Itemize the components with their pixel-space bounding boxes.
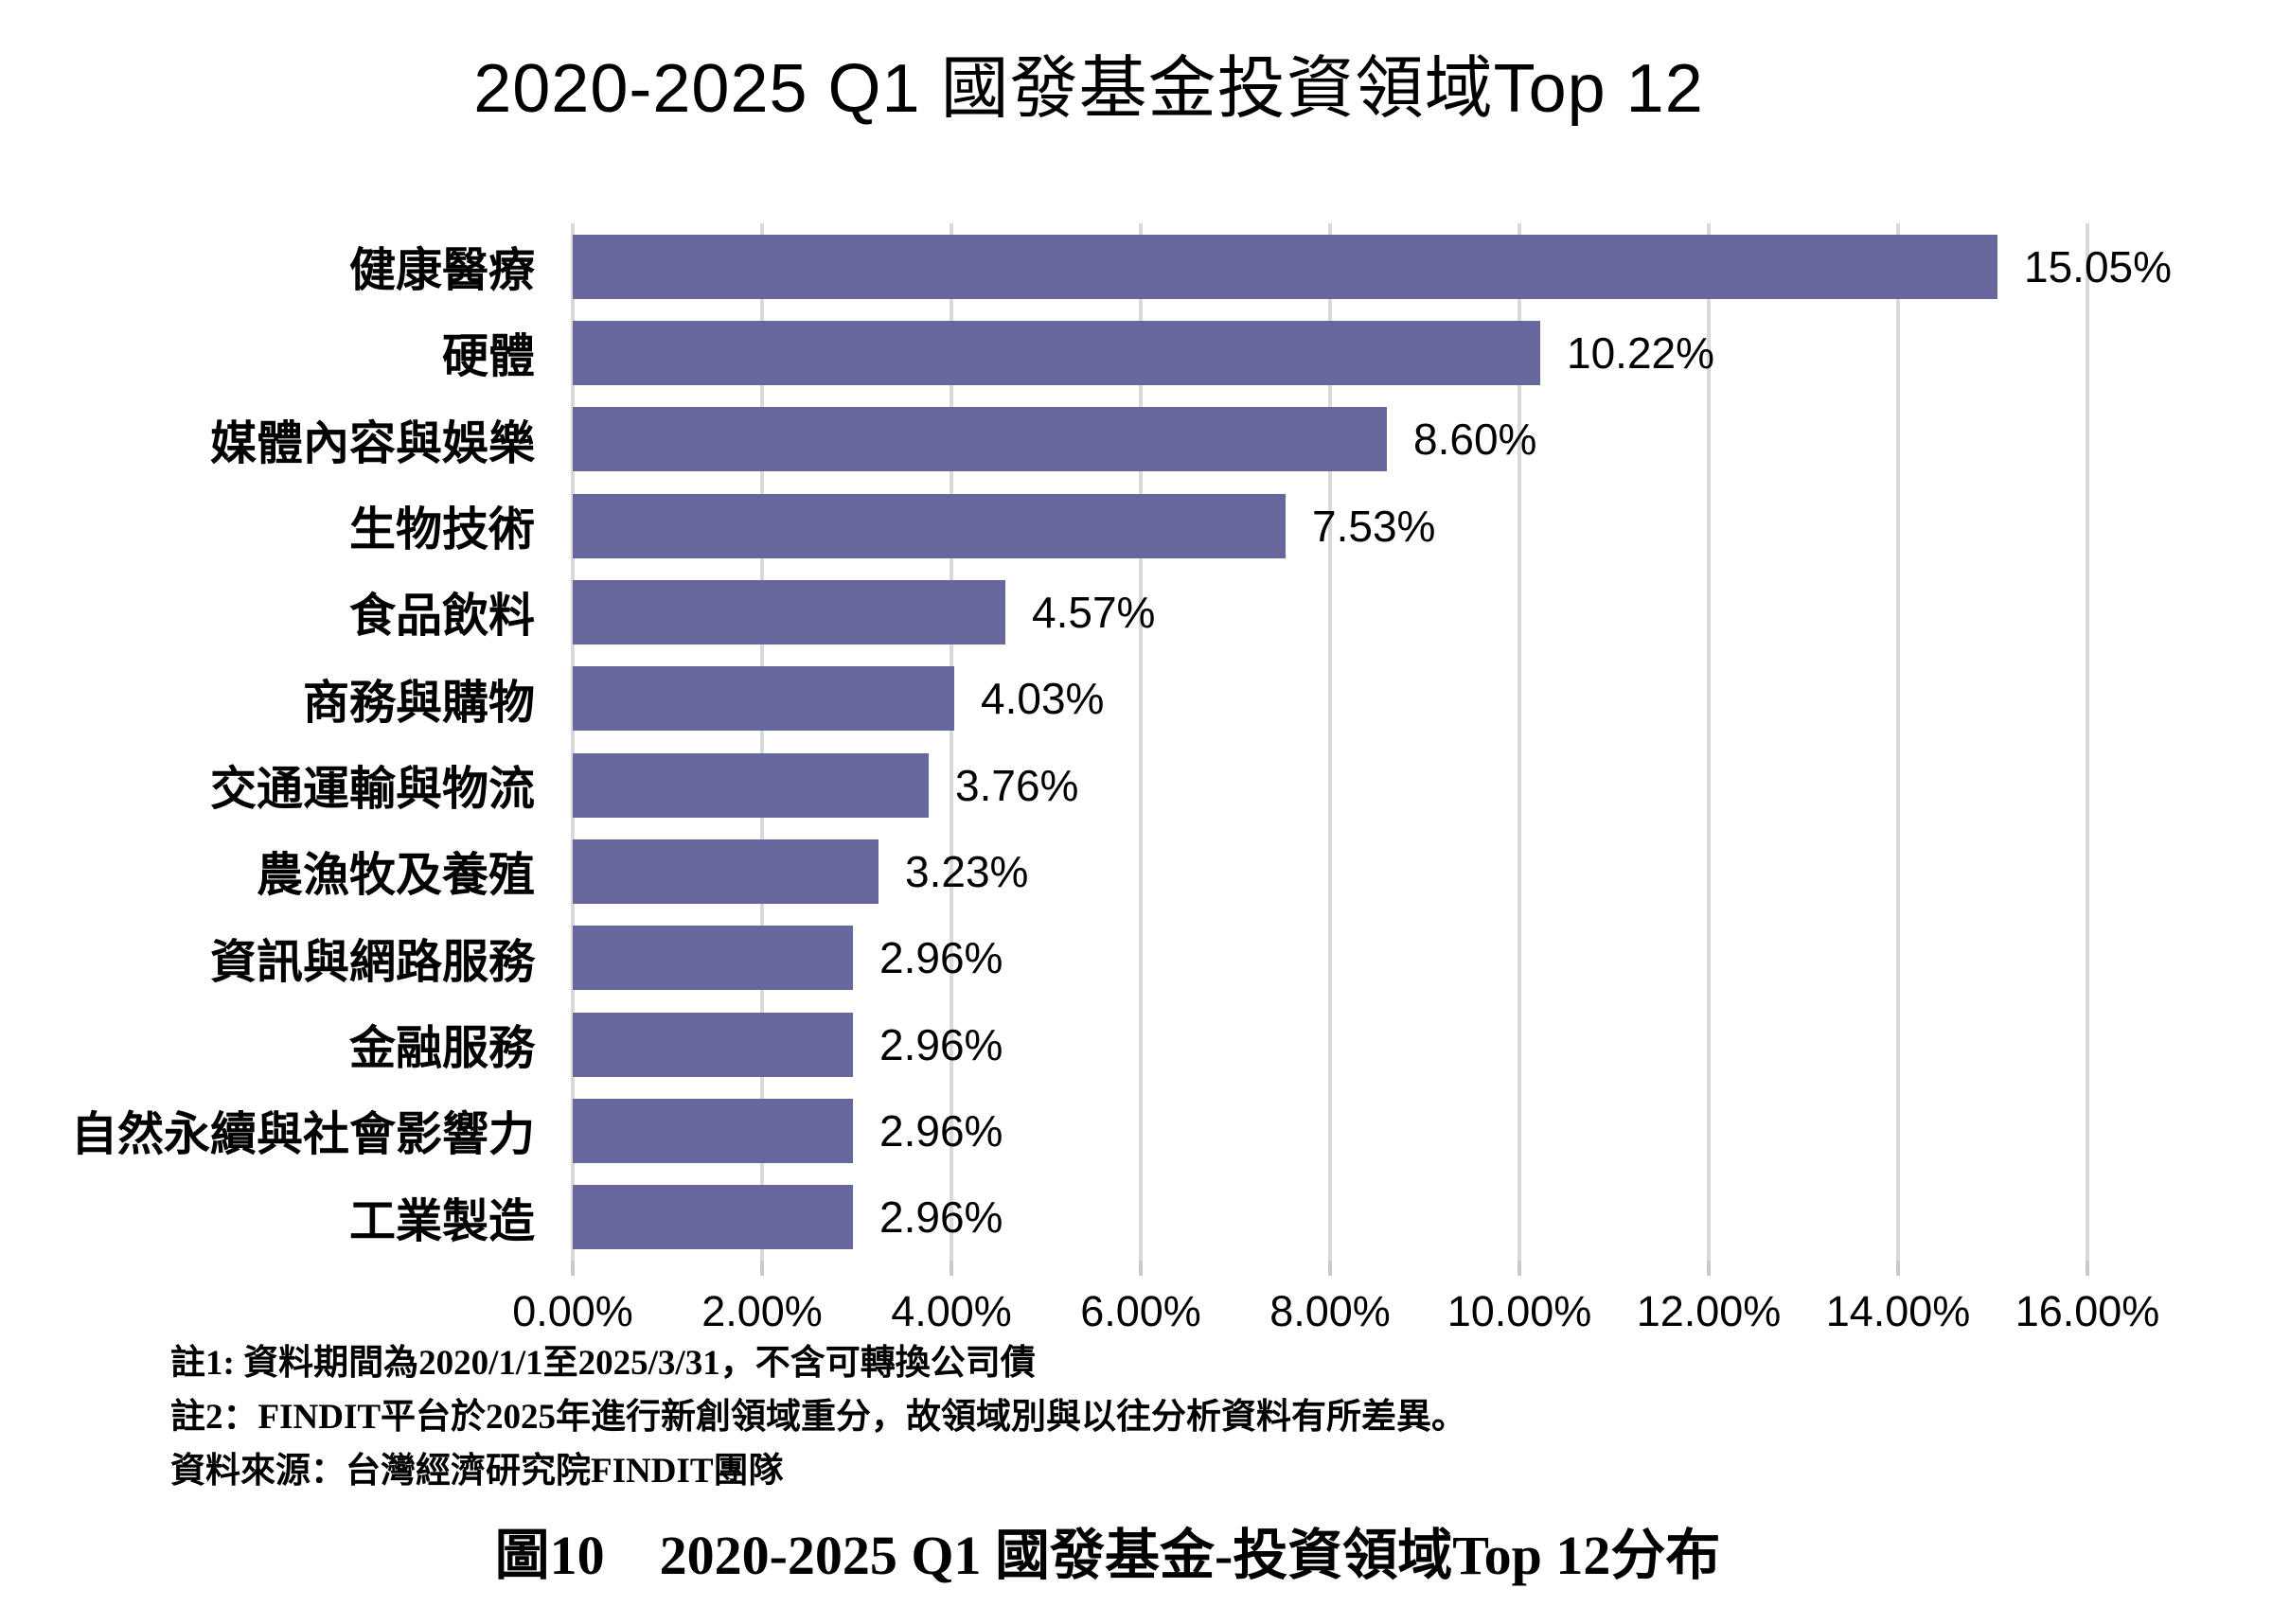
footnote-1: 註1: 資料期間為2020/1/1至2025/3/31，不含可轉換公司債 (170, 1344, 1036, 1383)
category-label: 農漁牧及養殖 (256, 850, 535, 902)
gridline (1139, 223, 1143, 1261)
x-axis-tick-label: 8.00% (1269, 1287, 1391, 1335)
value-label: 3.23% (905, 846, 1029, 896)
bar-row: 自然永續與社會影響力 2.96% (0, 1087, 2087, 1174)
bar-row: 資訊與網路服務 2.96% (0, 915, 2087, 1001)
gridline (950, 223, 953, 1261)
bar-row: 硬體 10.22% (0, 309, 2087, 396)
x-axis-tick-label: 6.00% (1080, 1287, 1201, 1335)
bar-track: 2.96% (573, 1174, 2087, 1261)
value-label: 2.96% (879, 933, 1003, 983)
plot-area: 0.00% 2.00% 4.00% 6.00% 8.00% 10.00% 12.00% 14.… (512, 223, 2159, 1335)
bar-rows: 健康醫療 15.05% 硬體 10.22% 媒體內容與娛樂 8.60% 生物技術 7.53% 食… (0, 223, 2172, 1261)
axis-tick (571, 1261, 575, 1276)
bar-row: 工業製造 2.96% (0, 1174, 2087, 1261)
category-label: 金融服務 (348, 1023, 535, 1075)
bar-row: 商務與購物 4.03% (0, 656, 2087, 742)
gridline (1896, 223, 1900, 1261)
x-axis-tick-label: 10.00% (1447, 1287, 1592, 1335)
bar-track: 7.53% (573, 483, 2087, 569)
bar (573, 1185, 853, 1250)
x-axis-tick-label: 0.00% (512, 1287, 633, 1335)
figure-caption: 圖10 2020-2025 Q1 國發基金-投資領域Top 12分布 (494, 1525, 1721, 1586)
category-label: 食品飲料 (348, 591, 535, 643)
chart-title: 2020-2025 Q1 國發基金投資領域Top 12 (473, 51, 1704, 127)
bar-track: 10.22% (573, 309, 2087, 396)
bar-row: 食品飲料 4.57% (0, 569, 2087, 655)
axis-tick (950, 1261, 953, 1276)
bar (573, 666, 954, 732)
category-label: 生物技術 (348, 504, 535, 556)
category-label: 硬體 (441, 331, 535, 383)
bar-row: 交通運輸與物流 3.76% (0, 742, 2087, 828)
axis-tick (2086, 1261, 2089, 1276)
value-label: 2.96% (879, 1019, 1003, 1069)
x-axis-tick-label: 4.00% (891, 1287, 1012, 1335)
bar (573, 1012, 853, 1077)
bar-track: 15.05% (573, 223, 2172, 309)
bar (573, 407, 1387, 472)
bar (573, 752, 929, 818)
category-label: 商務與購物 (302, 677, 535, 729)
footnote-2: 註2：FINDIT平台於2025年進行新創領域重分，故領域別與以往分析資料有所差… (170, 1398, 1467, 1437)
bar (573, 926, 853, 991)
bar-track: 3.23% (573, 828, 2087, 914)
axis-tick (1328, 1261, 1332, 1276)
bar-row: 農漁牧及養殖 3.23% (0, 828, 2087, 914)
axis-tick (1139, 1261, 1143, 1276)
gridline (1328, 223, 1332, 1261)
axis-tick (1707, 1261, 1711, 1276)
category-label: 媒體內容與娛樂 (209, 417, 535, 469)
axis-tick (1518, 1261, 1521, 1276)
bar-track: 4.03% (573, 656, 2087, 742)
value-label: 3.76% (955, 760, 1079, 810)
bar (573, 234, 1997, 299)
bar-track: 3.76% (573, 742, 2087, 828)
bar-row: 生物技術 7.53% (0, 483, 2087, 569)
category-label: 資訊與網路服務 (209, 936, 535, 988)
data-source: 資料來源：台灣經濟研究院FINDIT團隊 (170, 1452, 784, 1491)
bar (573, 1098, 853, 1163)
value-label: 4.57% (1032, 587, 1156, 637)
value-label: 8.60% (1413, 415, 1537, 465)
gridline (2086, 223, 2089, 1261)
bar-track: 2.96% (573, 1087, 2087, 1174)
gridline (1707, 223, 1711, 1261)
bar (573, 320, 1540, 385)
value-label: 4.03% (981, 674, 1105, 724)
value-label: 10.22% (1567, 327, 1715, 378)
axis-tick (1896, 1261, 1900, 1276)
gridline (571, 223, 575, 1261)
x-axis-tick-label: 14.00% (1825, 1287, 1971, 1335)
value-label: 7.53% (1312, 501, 1436, 551)
x-axis-tick-label: 2.00% (701, 1287, 823, 1335)
category-label: 自然永續與社會影響力 (70, 1109, 535, 1161)
bar-track: 4.57% (573, 569, 2087, 655)
value-label: 15.05% (2024, 241, 2173, 291)
gridline (1518, 223, 1521, 1261)
bar-row: 金融服務 2.96% (0, 1001, 2087, 1087)
x-axis-tick-label: 12.00% (1636, 1287, 1782, 1335)
bar-row: 媒體內容與娛樂 8.60% (0, 397, 2087, 483)
bar-track: 2.96% (573, 1001, 2087, 1087)
value-label: 2.96% (879, 1192, 1003, 1243)
bar (573, 493, 1286, 558)
category-label: 交通運輸與物流 (209, 764, 535, 816)
bar (573, 579, 1005, 644)
x-axis-tick-label: 16.00% (2015, 1287, 2160, 1335)
gridline (760, 223, 764, 1261)
bar (573, 838, 879, 904)
footnotes: 註1: 資料期間為2020/1/1至2025/3/31，不含可轉換公司債 註2：… (170, 1336, 1466, 1498)
bar-row: 健康醫療 15.05% (0, 223, 2172, 309)
bar-track: 2.96% (573, 915, 2087, 1001)
category-label: 工業製造 (348, 1195, 535, 1247)
value-label: 2.96% (879, 1105, 1003, 1156)
bar-track: 8.60% (573, 397, 2087, 483)
axis-tick (760, 1261, 764, 1276)
category-label: 健康醫療 (348, 245, 535, 297)
